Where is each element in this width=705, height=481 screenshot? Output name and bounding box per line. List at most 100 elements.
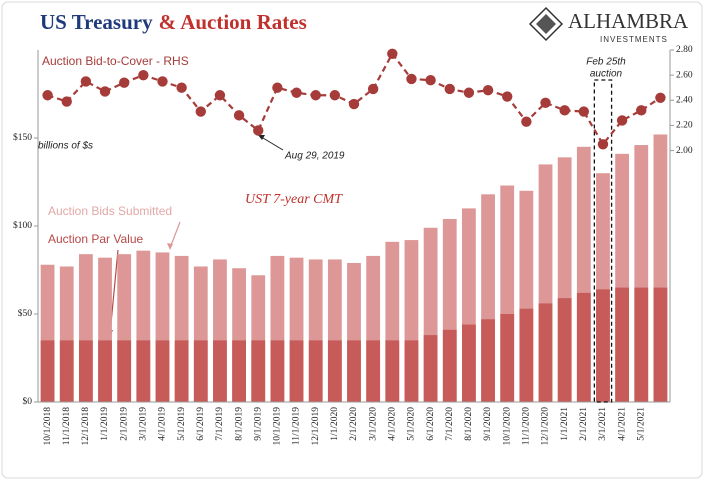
bar bbox=[270, 340, 285, 402]
bar bbox=[442, 329, 457, 402]
marker bbox=[272, 82, 283, 93]
x-tick-label: 5/1/2020 bbox=[407, 407, 417, 441]
arrowhead bbox=[258, 135, 265, 140]
marker bbox=[329, 90, 341, 101]
x-tick-label: 11/1/2020 bbox=[522, 407, 532, 445]
marker bbox=[253, 125, 264, 136]
x-tick-label: 5/1/2019 bbox=[177, 407, 187, 441]
marker bbox=[616, 115, 628, 126]
bar bbox=[59, 340, 74, 402]
y2-tick-label: 2.20 bbox=[676, 121, 693, 131]
bar bbox=[251, 340, 266, 402]
logo-name: ALHAMBRA bbox=[568, 9, 689, 33]
x-tick-label: 8/1/2020 bbox=[464, 407, 474, 441]
bar bbox=[557, 298, 572, 402]
x-tick-label: 10/1/2019 bbox=[273, 407, 283, 446]
y-tick-label: $150 bbox=[13, 132, 32, 143]
marker bbox=[559, 105, 570, 116]
marker bbox=[195, 106, 206, 117]
arrowhead bbox=[167, 243, 173, 250]
bar bbox=[576, 292, 591, 402]
bar bbox=[308, 340, 323, 402]
bar bbox=[327, 340, 342, 402]
bar bbox=[462, 324, 476, 402]
bar bbox=[423, 335, 438, 402]
marker bbox=[99, 86, 111, 97]
y-tick-label: $100 bbox=[13, 220, 32, 231]
chart-title: US Treasury & Auction Rates bbox=[40, 10, 307, 34]
bar bbox=[634, 287, 649, 402]
bar bbox=[136, 340, 151, 402]
x-tick-label: 6/1/2019 bbox=[196, 407, 206, 441]
y2-tick-label: 2.00 bbox=[676, 146, 693, 156]
marker bbox=[310, 90, 321, 101]
marker bbox=[157, 76, 168, 87]
annotation: auction bbox=[590, 69, 623, 80]
marker bbox=[463, 87, 475, 98]
bar-legend: Auction Bids Submitted bbox=[48, 204, 172, 218]
x-tick-label: 1/1/2021 bbox=[560, 407, 570, 441]
highlight-box bbox=[593, 79, 613, 403]
marker bbox=[42, 90, 53, 101]
x-tick-label: 9/1/2019 bbox=[253, 407, 263, 441]
logo: ALHAMBRA INVESTMENTS bbox=[528, 6, 689, 44]
bar bbox=[289, 340, 304, 402]
marker bbox=[578, 106, 590, 117]
marker bbox=[597, 139, 609, 150]
title-part: US Treasury bbox=[40, 10, 153, 34]
plot: $0 $50 $100 $150 2.00 2.20 2.40 2.60 2.80 10/1/20… bbox=[13, 45, 693, 445]
marker bbox=[367, 83, 379, 95]
marker bbox=[387, 48, 398, 59]
x-tick-label: 10/1/2020 bbox=[502, 407, 512, 446]
bar-legend: Auction Par Value bbox=[48, 232, 143, 246]
bar bbox=[615, 287, 630, 402]
marker bbox=[118, 77, 130, 88]
x-tick-label: 1/1/2019 bbox=[100, 407, 110, 441]
marker bbox=[406, 73, 417, 85]
bar bbox=[78, 340, 93, 402]
bar bbox=[385, 340, 400, 402]
bar bbox=[155, 340, 170, 402]
marker bbox=[233, 110, 245, 121]
y-tick-label: $50 bbox=[18, 308, 33, 319]
x-tick-label: 12/1/2019 bbox=[311, 407, 321, 446]
bar bbox=[117, 340, 132, 402]
marker bbox=[502, 91, 513, 102]
logo-icon bbox=[528, 6, 564, 42]
bar bbox=[366, 340, 381, 402]
bar bbox=[404, 340, 419, 402]
x-tick-label: 4/1/2019 bbox=[158, 407, 168, 441]
y2-tick-label: 2.40 bbox=[676, 95, 693, 105]
y-tick-label: $0 bbox=[23, 396, 33, 407]
x-tick-label: 4/1/2020 bbox=[387, 407, 397, 441]
marker bbox=[482, 85, 494, 96]
bar bbox=[232, 340, 246, 402]
x-tick-label: 8/1/2019 bbox=[234, 407, 244, 441]
marker bbox=[540, 97, 551, 109]
x-tick-label: 3/1/2021 bbox=[598, 407, 608, 441]
x-tick-label: 4/1/2021 bbox=[617, 407, 627, 441]
arrow bbox=[169, 221, 181, 249]
x-tick-label: 9/1/2020 bbox=[483, 407, 493, 441]
bar bbox=[500, 314, 515, 402]
marker bbox=[348, 98, 360, 110]
marker bbox=[291, 87, 302, 98]
logo-sub: INVESTMENTS bbox=[600, 35, 668, 44]
x-tick-label: 7/1/2020 bbox=[445, 407, 455, 441]
x-tick-label: 2/1/2020 bbox=[349, 407, 359, 441]
x-tick-label: 12/1/2018 bbox=[81, 407, 91, 446]
bar bbox=[174, 340, 189, 402]
annotation: Aug 29, 2019 bbox=[284, 151, 345, 162]
bar bbox=[481, 319, 495, 402]
x-tick-label: 3/1/2020 bbox=[368, 407, 378, 441]
x-tick-label: 6/1/2020 bbox=[426, 407, 436, 441]
x-tick-label: 3/1/2019 bbox=[139, 407, 149, 441]
x-tick-label: 12/1/2020 bbox=[541, 407, 551, 446]
bar bbox=[40, 340, 55, 402]
bar bbox=[596, 289, 610, 402]
x-tick-label: 2/1/2019 bbox=[119, 407, 129, 441]
marker bbox=[61, 96, 72, 107]
marker bbox=[425, 74, 436, 86]
